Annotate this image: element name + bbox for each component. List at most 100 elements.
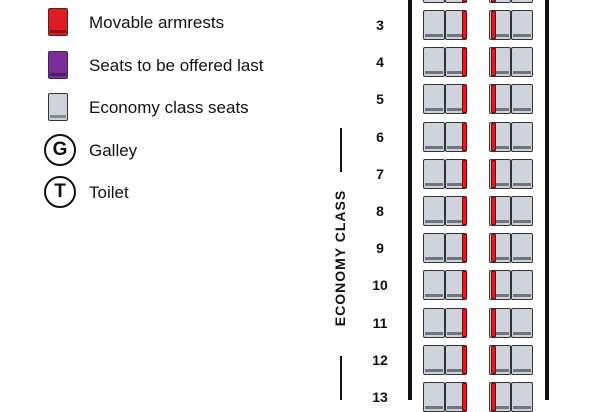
movable-armrest-icon <box>462 271 467 300</box>
seat-pair-right <box>489 270 535 301</box>
economy-seat[interactable] <box>511 196 533 226</box>
section-divider-bottom <box>340 356 342 400</box>
grey-seat-swatch-icon <box>48 93 68 121</box>
row-number: 8 <box>376 203 384 219</box>
movable-armrest-icon <box>462 48 467 77</box>
economy-seat[interactable] <box>511 307 533 338</box>
row-number: 3 <box>376 17 384 33</box>
legend-item-seats-offered-last: Seats to be offered last <box>44 49 324 85</box>
movable-armrest-icon <box>462 234 467 263</box>
seat-pair-left <box>423 233 469 264</box>
row-number: 4 <box>376 54 384 71</box>
economy-seat[interactable] <box>423 0 445 3</box>
economy-seat[interactable] <box>489 0 511 3</box>
movable-armrest-icon <box>462 85 467 114</box>
economy-seat[interactable] <box>423 10 445 40</box>
legend-item-toilet: T Toilet <box>44 176 324 212</box>
purple-swatch-icon <box>48 51 68 79</box>
seat-pair-right <box>489 382 535 412</box>
seat-pair-right <box>489 233 535 264</box>
movable-armrest-icon <box>462 197 467 225</box>
legend-item-movable-armrests: Movable armrests <box>44 6 324 42</box>
economy-seat[interactable] <box>511 270 533 301</box>
movable-armrest-icon <box>491 234 496 263</box>
seat-pair-left <box>423 84 469 115</box>
red-swatch-icon <box>48 8 68 36</box>
economy-seat[interactable] <box>511 158 533 189</box>
economy-seat[interactable] <box>511 84 533 115</box>
movable-armrest-icon <box>462 383 467 411</box>
seat-pair-left <box>423 121 469 152</box>
movable-armrest-icon <box>491 383 496 411</box>
seat-pair-right <box>489 158 535 189</box>
seat-pair-left <box>423 0 469 3</box>
movable-armrest-icon <box>462 345 467 374</box>
economy-seat[interactable] <box>511 233 533 264</box>
legend-label: Galley <box>89 141 138 160</box>
movable-armrest-icon <box>491 11 496 39</box>
movable-armrest-icon <box>462 122 467 151</box>
seat-pair-right <box>489 121 535 152</box>
seat-pair-right <box>489 196 535 226</box>
movable-armrest-icon <box>491 271 496 300</box>
economy-seat[interactable] <box>423 121 445 152</box>
seat-pair-right <box>489 0 535 3</box>
row-number: 11 <box>372 314 388 331</box>
movable-armrest-icon <box>491 308 496 337</box>
row-number: 13 <box>372 389 388 405</box>
economy-seat[interactable] <box>511 47 533 78</box>
economy-seat[interactable] <box>511 10 533 40</box>
economy-seat[interactable] <box>423 158 445 189</box>
section-label-text: ECONOMY CLASS <box>332 189 348 327</box>
seat-pair-left <box>423 158 469 189</box>
row-number: 5 <box>376 91 384 108</box>
legend-item-galley: G Galley <box>44 134 324 170</box>
fuselage-right-wall <box>545 0 549 400</box>
economy-seat[interactable] <box>511 382 533 412</box>
row-number: 9 <box>376 240 384 257</box>
economy-seat[interactable] <box>423 196 445 226</box>
seat-pair-right <box>489 344 535 375</box>
seat-pair-right <box>489 47 535 78</box>
row-number: 10 <box>372 277 388 294</box>
economy-seat[interactable] <box>423 307 445 338</box>
fuselage-left-wall <box>408 0 412 400</box>
economy-seat[interactable] <box>423 382 445 412</box>
legend-item-economy-seats: Economy class seats <box>44 91 324 127</box>
legend-label: Movable armrests <box>89 13 225 32</box>
seat-pair-left <box>423 344 469 375</box>
movable-armrest-icon <box>491 159 496 188</box>
economy-seat[interactable] <box>511 0 533 3</box>
legend-label: Toilet <box>89 183 129 202</box>
seat-pair-right <box>489 307 535 338</box>
galley-icon: G <box>44 134 76 166</box>
toilet-icon: T <box>44 176 76 208</box>
seat-pair-left <box>423 382 469 412</box>
legend-label: Seats to be offered last <box>89 56 264 75</box>
seat-pair-right <box>489 84 535 115</box>
economy-seat[interactable] <box>423 270 445 301</box>
legend-label: Economy class seats <box>89 98 249 117</box>
economy-seat[interactable] <box>423 344 445 375</box>
row-number: 7 <box>376 165 384 182</box>
row-number: 12 <box>372 351 388 368</box>
economy-seat[interactable] <box>423 84 445 115</box>
economy-seat[interactable] <box>423 233 445 264</box>
movable-armrest-icon <box>491 0 496 2</box>
movable-armrest-icon <box>491 122 496 151</box>
seat-pair-right <box>489 10 535 40</box>
economy-seat[interactable] <box>511 121 533 152</box>
seat-pair-left <box>423 270 469 301</box>
movable-armrest-icon <box>491 345 496 374</box>
movable-armrest-icon <box>462 11 467 39</box>
movable-armrest-icon <box>491 197 496 225</box>
movable-armrest-icon <box>462 308 467 337</box>
movable-armrest-icon <box>491 48 496 77</box>
seat-pair-left <box>423 47 469 78</box>
seat-pair-left <box>423 10 469 40</box>
movable-armrest-icon <box>462 0 467 2</box>
economy-seat[interactable] <box>511 344 533 375</box>
seat-pair-left <box>423 196 469 226</box>
economy-seat[interactable] <box>423 47 445 78</box>
movable-armrest-icon <box>491 85 496 114</box>
